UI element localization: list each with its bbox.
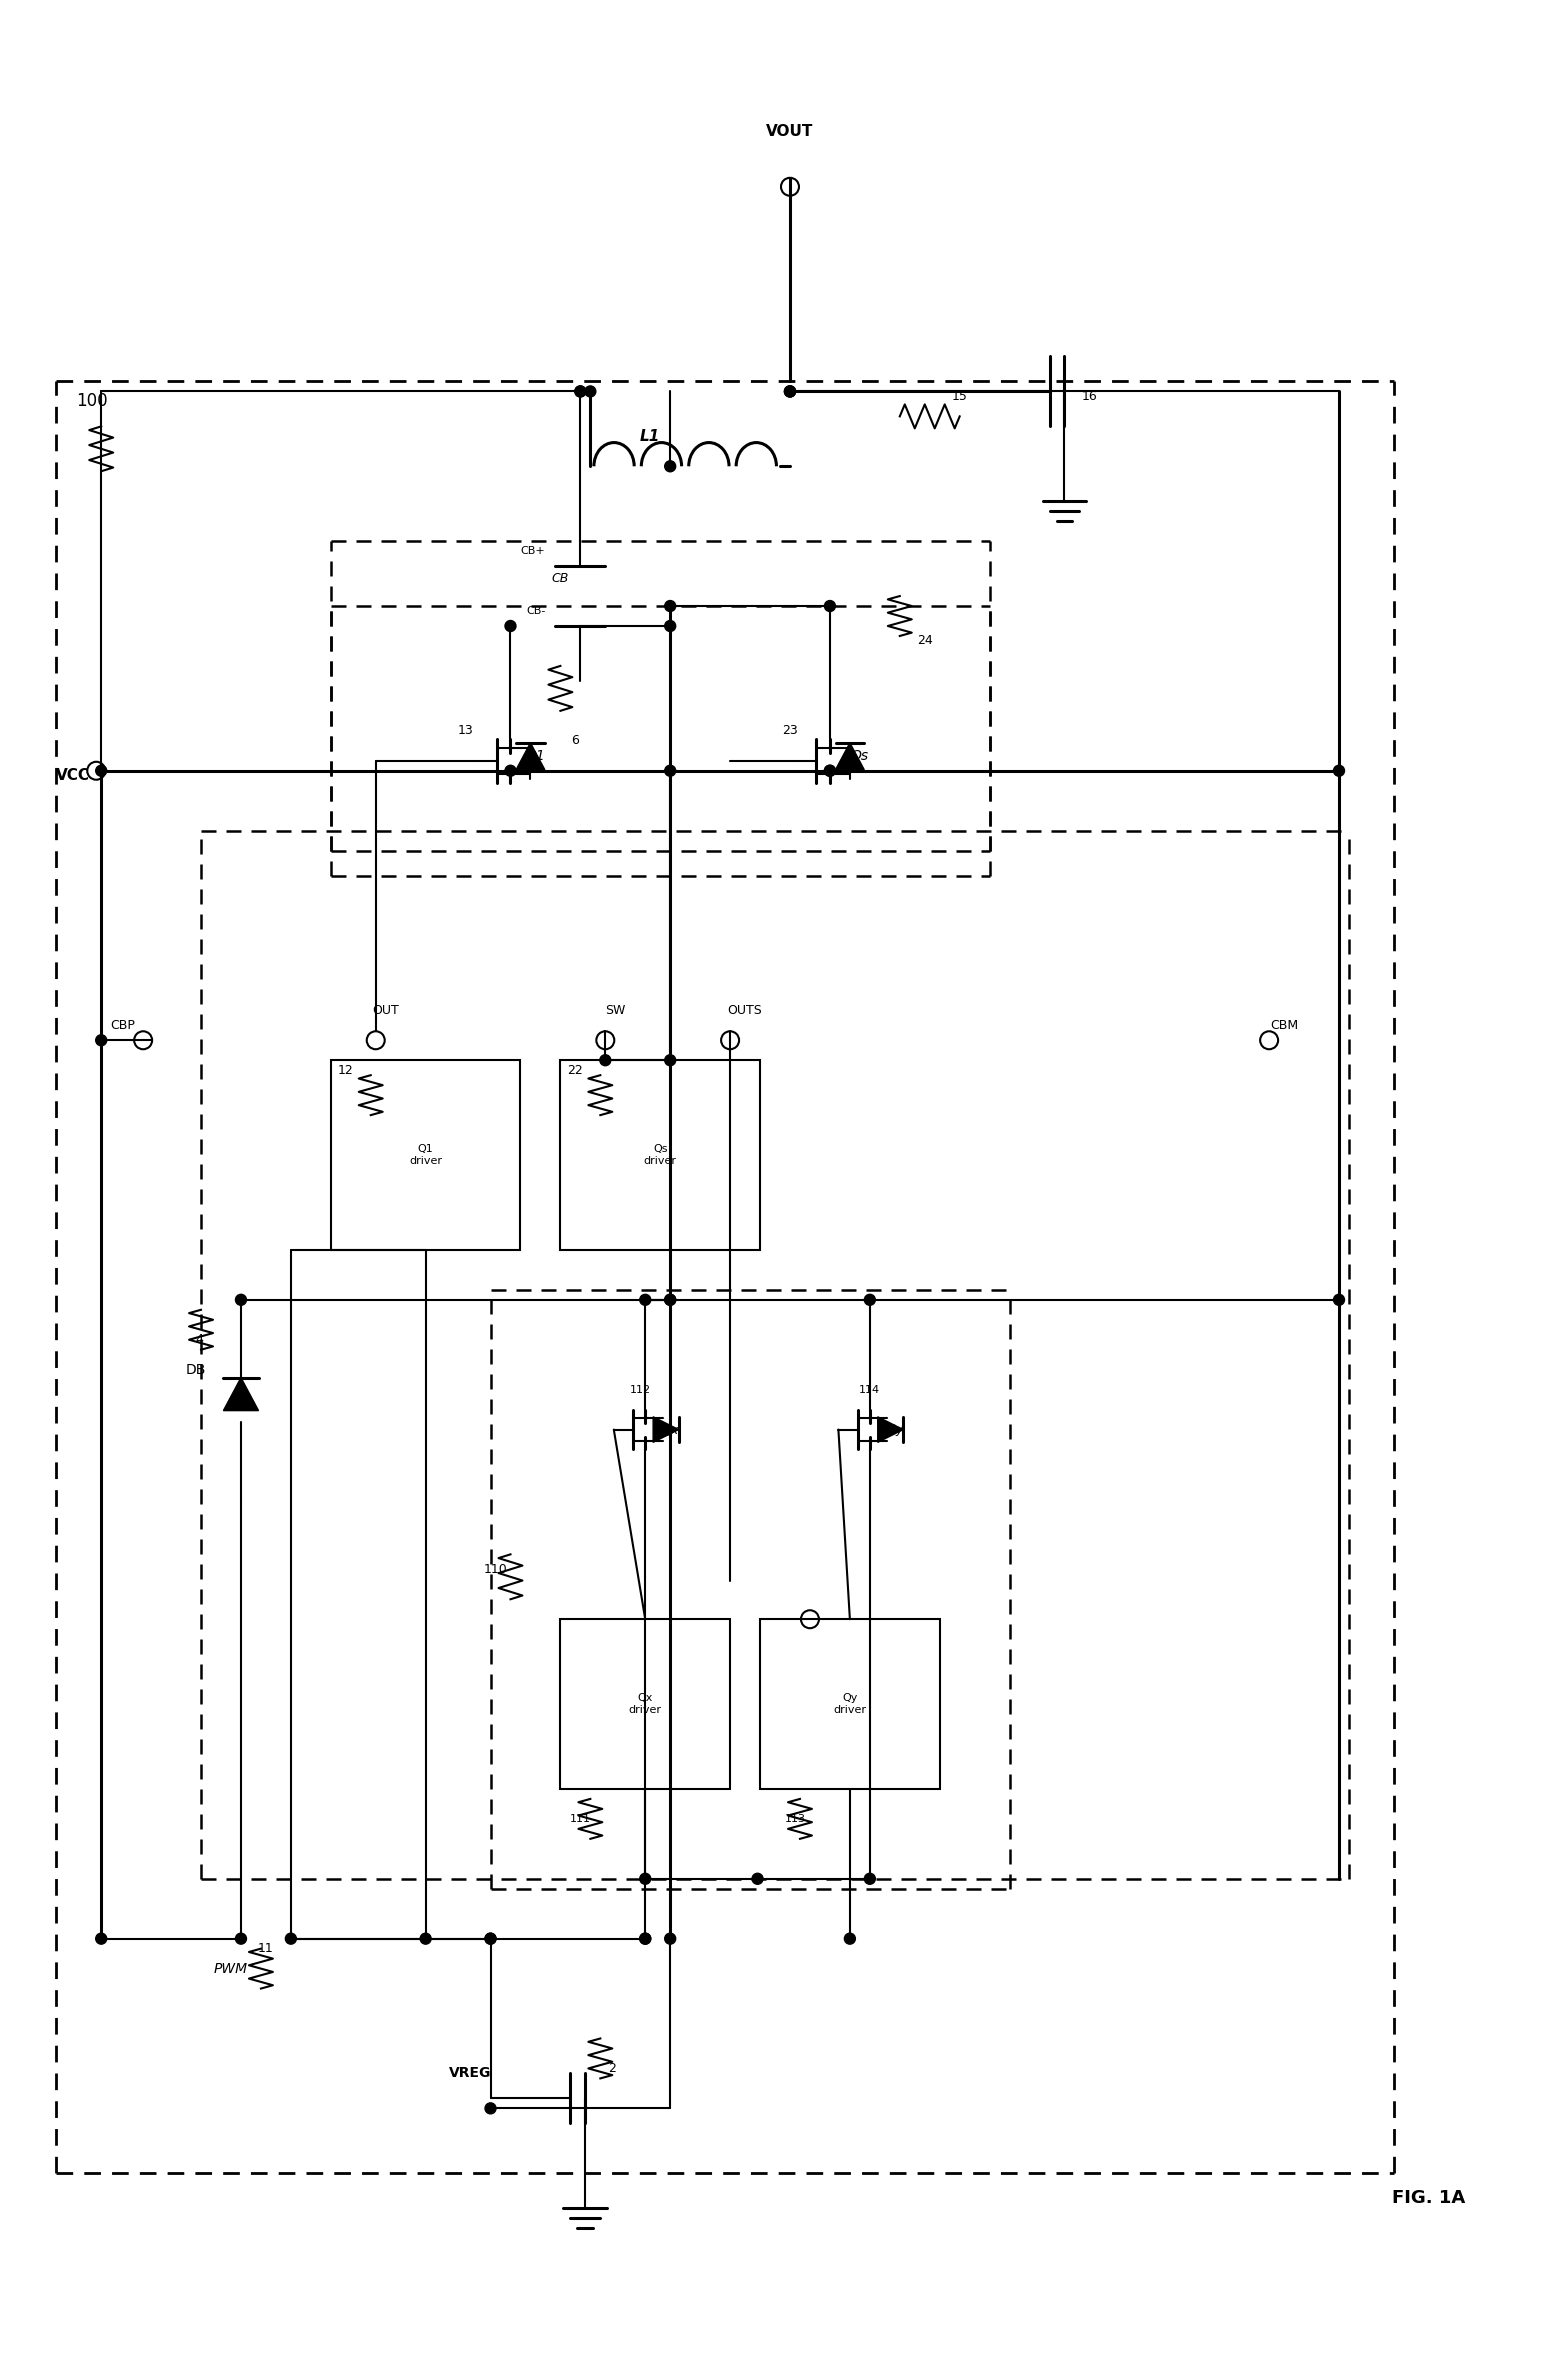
Text: CB-: CB- <box>527 606 545 616</box>
Circle shape <box>664 1295 675 1305</box>
Bar <box>561 1060 760 1250</box>
Circle shape <box>785 385 796 397</box>
Circle shape <box>785 385 796 397</box>
Text: 22: 22 <box>567 1065 583 1077</box>
Text: Qx
driver: Qx driver <box>628 1692 661 1714</box>
Circle shape <box>95 765 106 777</box>
Circle shape <box>639 1933 650 1944</box>
Text: Qy: Qy <box>886 1424 903 1436</box>
Circle shape <box>575 385 586 397</box>
Circle shape <box>236 1295 247 1305</box>
Text: Q1
driver: Q1 driver <box>410 1143 442 1165</box>
Text: CBM: CBM <box>1271 1020 1299 1032</box>
Circle shape <box>824 765 835 777</box>
Text: L1: L1 <box>639 428 661 444</box>
Text: PWM: PWM <box>214 1961 249 1975</box>
Circle shape <box>286 1933 297 1944</box>
Text: OUTS: OUTS <box>728 1003 763 1017</box>
Text: 16: 16 <box>1082 390 1097 404</box>
Text: 24: 24 <box>917 635 933 647</box>
Text: OUT: OUT <box>372 1003 399 1017</box>
Circle shape <box>824 601 835 611</box>
Text: 113: 113 <box>785 1814 805 1823</box>
Text: Qs
driver: Qs driver <box>644 1143 677 1165</box>
Circle shape <box>485 1933 495 1944</box>
Circle shape <box>664 601 675 611</box>
Polygon shape <box>878 1417 903 1443</box>
Text: CB: CB <box>552 570 569 585</box>
Text: DB: DB <box>186 1362 206 1376</box>
Text: 15: 15 <box>952 390 967 404</box>
Bar <box>760 1619 939 1790</box>
Circle shape <box>639 1295 650 1305</box>
Text: 12: 12 <box>338 1065 353 1077</box>
Circle shape <box>236 1933 247 1944</box>
Circle shape <box>1333 1295 1344 1305</box>
Circle shape <box>752 1873 763 1885</box>
Circle shape <box>505 620 516 632</box>
Text: 110: 110 <box>483 1562 508 1576</box>
Circle shape <box>505 765 516 777</box>
Circle shape <box>664 765 675 777</box>
Text: 111: 111 <box>570 1814 591 1823</box>
Circle shape <box>664 1055 675 1065</box>
Circle shape <box>664 620 675 632</box>
Text: FIG. 1A: FIG. 1A <box>1393 2189 1466 2208</box>
Text: 4: 4 <box>195 1333 203 1345</box>
Text: 6: 6 <box>572 734 580 746</box>
Circle shape <box>420 1933 431 1944</box>
Text: 13: 13 <box>458 725 474 737</box>
Circle shape <box>639 1873 650 1885</box>
Circle shape <box>639 1933 650 1944</box>
Text: Q1: Q1 <box>525 749 545 763</box>
Circle shape <box>95 1034 106 1046</box>
Text: SW: SW <box>605 1003 625 1017</box>
Text: 11: 11 <box>258 1942 274 1956</box>
Circle shape <box>664 1933 675 1944</box>
Circle shape <box>864 1873 875 1885</box>
Circle shape <box>864 1295 875 1305</box>
Circle shape <box>1333 765 1344 777</box>
Text: Qy
driver: Qy driver <box>833 1692 866 1714</box>
Polygon shape <box>224 1379 258 1410</box>
Text: Qx: Qx <box>661 1424 678 1436</box>
Circle shape <box>485 2104 495 2113</box>
Polygon shape <box>836 742 864 770</box>
Polygon shape <box>516 742 545 770</box>
Text: CBP: CBP <box>111 1020 136 1032</box>
Text: 100: 100 <box>77 392 108 411</box>
Circle shape <box>824 765 835 777</box>
Circle shape <box>600 1055 611 1065</box>
Circle shape <box>664 461 675 471</box>
Circle shape <box>664 1295 675 1305</box>
Text: 112: 112 <box>630 1386 650 1395</box>
Circle shape <box>95 1933 106 1944</box>
Text: 114: 114 <box>860 1386 880 1395</box>
Bar <box>331 1060 520 1250</box>
Text: 23: 23 <box>782 725 797 737</box>
Text: VOUT: VOUT <box>766 124 814 140</box>
Text: VCC: VCC <box>56 768 91 784</box>
Circle shape <box>585 385 596 397</box>
Text: Qs: Qs <box>850 749 869 763</box>
Text: CB+: CB+ <box>520 547 545 556</box>
Circle shape <box>785 385 796 397</box>
Polygon shape <box>653 1417 678 1443</box>
Text: 2: 2 <box>608 2061 616 2075</box>
Circle shape <box>485 1933 495 1944</box>
Bar <box>561 1619 730 1790</box>
Text: VREG: VREG <box>450 2066 492 2080</box>
Circle shape <box>575 385 586 397</box>
Circle shape <box>844 1933 855 1944</box>
